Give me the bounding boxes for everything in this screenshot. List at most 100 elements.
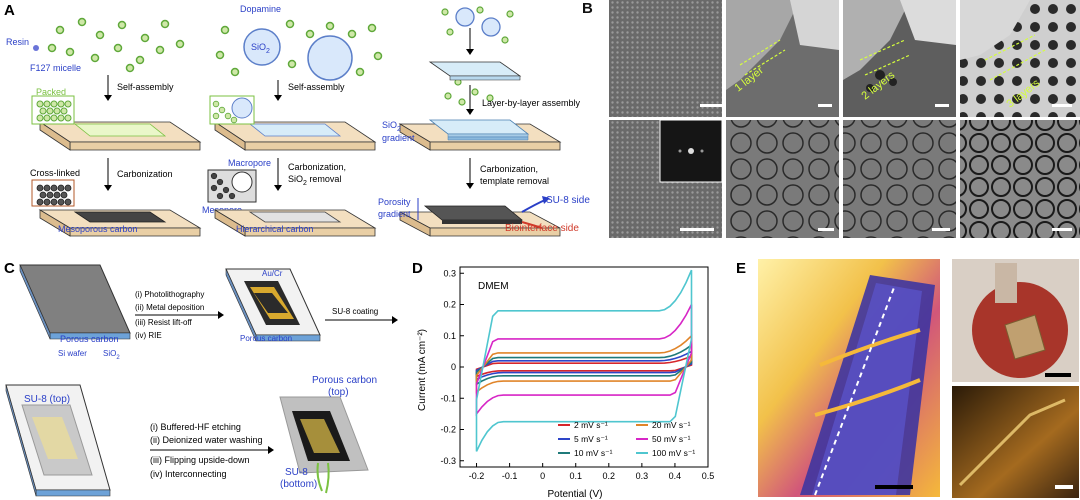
y-tick-label: 0.3 [443,268,456,278]
sio2-gradient-l1: SiO2 [382,120,401,133]
col2-product: Hierarchical carbon [236,224,314,234]
tem-image-4 [960,120,1080,238]
c-step-bot-4: (iv) Interconnecting [150,469,227,479]
c-pc-top-l2: (top) [328,387,349,398]
c-su8-bottom-l2: (bottom) [280,479,317,490]
y-tick-label: 0.1 [443,331,456,341]
series-line-2 [475,343,693,386]
sio2-gradient-l2: gradient [382,133,415,143]
x-tick-label: 0.5 [702,471,715,481]
c-sio2: SiO2 [103,349,120,361]
tem-image-1 [609,119,723,238]
panel-b: B [582,0,1080,240]
c-pc-top-l1: Porous carbon [312,375,377,386]
substrate-1 [38,121,202,151]
porosity-l2: gradient [378,209,411,219]
c-si-wafer: Si wafer [58,349,87,358]
series-line-1 [475,350,693,381]
col1-step1: Self-assembly [117,82,174,92]
wafer-2 [225,268,321,342]
x-tick-label: -0.1 [502,471,518,481]
resin-label: Resin [6,37,29,47]
col2-step2-l2: SiO2 removal [288,174,341,187]
legend-label-5: 100 mV s⁻¹ [652,448,695,458]
micelle-label: F127 micelle [30,63,81,73]
x-tick-label: -0.2 [469,471,485,481]
sem-image-3: 2 layers [843,0,956,117]
tem-image-3 [843,120,956,238]
c-step-top-4: (iv) RIE [135,331,162,340]
sem-image-4: 3 layers [960,0,1080,117]
col3-step2-l2: template removal [480,176,549,186]
substrate-2 [38,209,202,237]
panel-label-a: A [4,2,15,19]
y-tick-label: -0.3 [440,456,456,466]
resin-dot [33,45,39,51]
c-step-top-1: (i) Photolithography [135,290,204,299]
legend-label-3: 20 mV s⁻¹ [652,420,691,430]
col1-step2: Carbonization [117,169,173,179]
panel-d-chart: D Current (mA cm⁻²) Potential (V) DMEM -… [412,260,715,500]
substrate-3 [213,121,377,151]
y-tick-label: -0.1 [440,393,456,403]
sio2-label: SiO2 [251,42,270,55]
col3-particles [441,6,514,106]
wafer-3 [5,384,111,497]
y-tick-label: 0 [451,362,456,372]
panel-label-b: B [582,0,593,17]
macropore-label: Macropore [228,158,271,168]
x-tick-label: 0.3 [636,471,649,481]
dopamine-label: Dopamine [240,4,281,14]
tem-image-2 [726,120,839,238]
panel-label-c: C [4,260,15,277]
x-tick-label: 0.2 [603,471,616,481]
col3-step1: Layer-by-layer assembly [482,98,581,108]
sem-image-1 [609,0,722,117]
c-step-top-3: (iii) Resist lift-off [135,318,193,327]
legend-label-0: 2 mV s⁻¹ [574,420,608,430]
porosity-l1: Porosity [378,197,411,207]
device-4 [279,396,369,494]
crosslinked-label: Cross-linked [30,168,80,178]
substrate-5 [398,119,562,151]
col1-product: Mesoporous carbon [58,224,138,234]
x-tick-label: 0 [540,471,545,481]
sem-image-2: 1 layer [726,0,839,117]
chart-annotation: DMEM [478,281,509,292]
series-line-0 [475,354,693,378]
c-step-bot-1: (i) Buffered-HF etching [150,422,241,432]
series-line-4 [475,304,693,417]
biointerface-label: Biointerface side [505,223,579,234]
c-step-top-2: (ii) Metal deposition [135,303,204,312]
su8-side-label: SU-8 side [546,195,590,206]
tissue-photo [952,386,1079,498]
y-tick-label: 0.2 [443,300,456,310]
panel-label-e: E [736,260,746,277]
panel-label-d: D [412,260,423,277]
c-su8-coating: SU-8 coating [332,307,378,316]
c-aucr: Au/Cr [262,269,283,278]
c-step-bot-3: (iii) Flipping upside-down [150,455,250,465]
c-porous-carbon-2: Porous carbon [240,334,292,343]
col1-particles [47,17,185,73]
panel-b-images: 1 layer 2 layers 3 layers [609,0,1080,238]
packed-label: Packed [36,87,66,97]
y-tick-label: -0.2 [440,425,456,435]
col2-particles [215,19,383,77]
series-line-5 [475,269,693,452]
y-axis-label: Current (mA cm⁻²) [417,329,428,411]
c-porous-carbon: Porous carbon [60,334,119,344]
legend-label-4: 50 mV s⁻¹ [652,434,691,444]
panel-a: A Resin F127 micelle Self-assembly Packe… [4,2,590,237]
panel-c: C Porous carbon Si wafer SiO2 (i) Photol… [4,260,398,497]
packed-spheres [36,100,72,122]
x-tick-label: 0.4 [669,471,682,481]
c-step-bot-2: (ii) Deionized water washing [150,435,263,445]
substrate-4 [213,209,377,237]
c-su8-bottom-l1: SU-8 [285,467,308,478]
sio2-sphere-large [307,35,353,81]
substrate-6 [399,205,561,237]
legend-label-2: 10 mV s⁻¹ [574,448,613,458]
device-on-needle-image [758,259,940,497]
x-tick-label: 0.1 [569,471,582,481]
